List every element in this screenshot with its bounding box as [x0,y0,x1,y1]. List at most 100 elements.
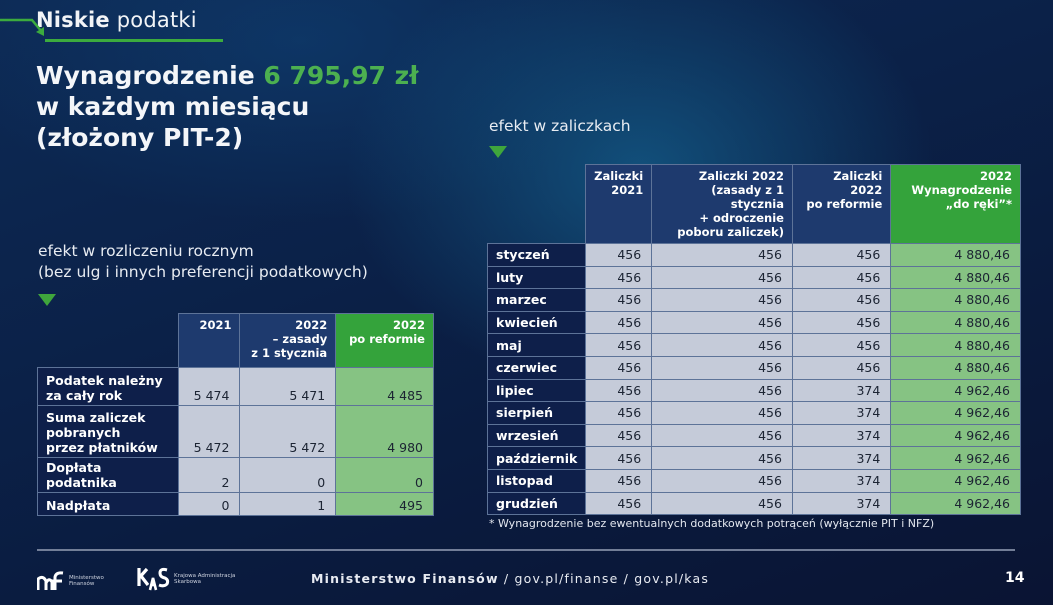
cell-value: 5 471 [239,367,337,406]
cell-value: 456 [585,310,653,335]
cell-value: 456 [585,243,653,267]
cell-value: 456 [651,423,793,448]
annual-subhead-line2: (bez ulg i innych preferencji podatkowyc… [38,263,368,281]
cell-value: 4 962,46 [890,423,1021,448]
table-row: marzec 456 456 456 4 880,46 [486,288,1021,312]
arrow-decoration-icon [0,18,44,36]
cell-value: 5 472 [177,405,241,458]
footer-links: Ministerstwo Finansów / gov.pl/finanse /… [311,571,710,586]
title-amount: 6 795,97 zł [263,61,419,90]
cell-value: 456 [791,265,892,290]
row-label: Dopłata podatnika [37,457,179,493]
cell-value: 374 [791,423,892,448]
cell-value: 456 [585,265,653,290]
table-row: grudzień 456 456 374 4 962,46 [486,491,1021,516]
annual-subhead-line1: efekt w rozliczeniu rocznym [38,242,254,260]
month-label: czerwiec [486,355,587,380]
title-line2: w każdym miesiącu [36,92,310,121]
footer-org: Ministerstwo Finansów [311,571,499,586]
cell-value: 456 [585,288,653,312]
row-label: Nadpłata [37,492,179,516]
monthly-table: Zaliczki 2021 Zaliczki 2022 (zasady z 1 st… [486,164,1021,516]
cell-value: 4 880,46 [890,310,1021,335]
cell-value: 456 [585,378,653,403]
logo-kas: Krajowa Administracja Skarbowa [136,566,235,592]
month-label: styczeń [486,243,587,267]
cell-value: 5 474 [177,367,241,406]
table-row: Podatek należny za cały rok 5 474 5 471 4… [37,367,434,406]
cell-value: 4 485 [335,367,434,406]
down-triangle-icon [489,146,507,158]
cell-value: 374 [791,378,892,403]
annual-subhead: efekt w rozliczeniu rocznym (bez ulg i i… [38,241,368,283]
table-row: kwiecień 456 456 456 4 880,46 [486,310,1021,335]
table-row: Dopłata podatnika 2 0 0 [37,457,434,493]
cell-value: 374 [791,446,892,470]
section-underline [45,39,223,42]
cell-value: 374 [791,401,892,425]
monthly-subhead: efekt w zaliczkach [489,117,631,135]
cell-value: 4 962,46 [890,401,1021,425]
cell-value: 456 [791,243,892,267]
monthly-header-blank [488,165,586,244]
cell-value: 456 [585,468,653,493]
cell-value: 456 [651,310,793,335]
cell-value: 0 [335,457,434,493]
cell-value: 4 880,46 [890,355,1021,380]
cell-value: 456 [585,423,653,448]
month-label: maj [486,333,587,357]
link-gov-kas[interactable]: gov.pl/kas [634,571,710,586]
section-tag-bold: Niskie [36,8,110,32]
cell-value: 4 880,46 [890,243,1021,267]
row-label: Suma zaliczek pobranych przez płatników [37,405,179,458]
footer-divider [37,549,1015,551]
page-number: 14 [1005,570,1025,586]
cell-value: 374 [791,491,892,516]
cell-value: 4 980 [335,405,434,458]
section-tag: Niskie podatki [36,8,197,32]
cell-value: 4 880,46 [890,265,1021,290]
monthly-header-net-salary: 2022 Wynagrodzenie „do ręki”* [890,164,1021,244]
link-gov-finanse[interactable]: gov.pl/finanse [514,571,619,586]
cell-value: 4 880,46 [890,288,1021,312]
cell-value: 456 [651,468,793,493]
cell-value: 1 [239,492,337,516]
table-row: sierpień 456 456 374 4 962,46 [486,401,1021,425]
cell-value: 4 962,46 [890,378,1021,403]
monthly-header-2021: Zaliczki 2021 [585,164,653,244]
cell-value: 456 [585,333,653,357]
cell-value: 456 [651,265,793,290]
table-row: luty 456 456 456 4 880,46 [486,265,1021,290]
row-label: Podatek należny za cały rok [37,367,179,406]
annual-header-2022-rules: 2022– zasady z 1 stycznia [239,313,337,368]
table-row: maj 456 456 456 4 880,46 [486,333,1021,357]
cell-value: 456 [791,310,892,335]
cell-value: 456 [651,355,793,380]
cell-value: 456 [791,288,892,312]
table-row: lipiec 456 456 374 4 962,46 [486,378,1021,403]
cell-value: 456 [651,243,793,267]
cell-value: 456 [651,401,793,425]
annual-table: 2021 2022– zasady z 1 stycznia 2022 po ref… [37,313,434,516]
table-row: październik 456 456 374 4 962,46 [486,446,1021,470]
title-line3: (złożony PIT-2) [36,123,244,152]
cell-value: 456 [651,491,793,516]
cell-value: 0 [177,492,241,516]
cell-value: 4 962,46 [890,468,1021,493]
monthly-header-2022-deferred: Zaliczki 2022 (zasady z 1 stycznia + odroc… [651,164,793,244]
month-label: kwiecień [486,310,587,335]
cell-value: 4 962,46 [890,491,1021,516]
mf-logo-icon [37,571,64,590]
down-triangle-icon [38,294,56,306]
table-row: listopad 456 456 374 4 962,46 [486,468,1021,493]
cell-value: 456 [651,288,793,312]
cell-value: 456 [651,446,793,470]
cell-value: 4 880,46 [890,333,1021,357]
month-label: grudzień [486,491,587,516]
page-title: Wynagrodzenie 6 795,97 zł w każdym miesi… [36,60,418,153]
kas-logo-icon [137,567,170,591]
cell-value: 4 962,46 [890,446,1021,470]
annual-header-blank [38,314,179,368]
title-prefix: Wynagrodzenie [36,61,264,90]
table-row: czerwiec 456 456 456 4 880,46 [486,355,1021,380]
